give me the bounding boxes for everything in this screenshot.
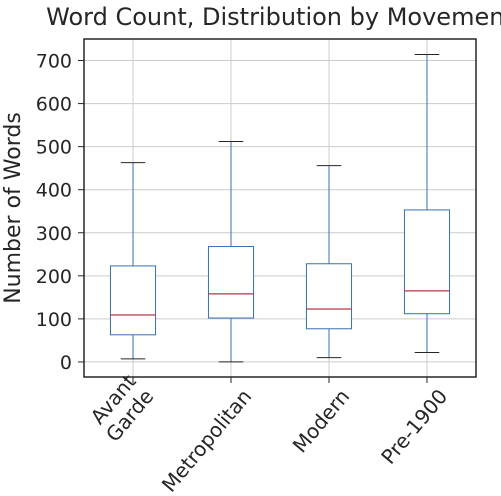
x-tick-label-group: Metropolitan xyxy=(157,384,257,496)
y-tick-label: 300 xyxy=(36,223,72,245)
box-group xyxy=(109,162,157,360)
y-tick-label: 500 xyxy=(36,137,72,159)
box-group xyxy=(403,54,451,353)
x-tick-label: Metropolitan xyxy=(157,384,257,496)
iqr-box xyxy=(305,263,353,330)
y-tick-label: 700 xyxy=(36,51,72,73)
box-group xyxy=(207,140,255,363)
plot-frame xyxy=(83,38,477,378)
box-group xyxy=(305,165,353,359)
y-tick-label: 100 xyxy=(36,309,72,331)
boxes-layer xyxy=(109,54,451,363)
x-tick-label-group: Pre-1900 xyxy=(376,384,452,468)
chart-title: Word Count, Distribution by Movement xyxy=(46,3,501,31)
y-tick-label: 600 xyxy=(36,94,72,116)
x-tick-label: Modern xyxy=(288,384,355,457)
y-axis-label: Number of Words xyxy=(1,112,26,304)
y-ticks: 0 100 200 300 400 500 600 700 xyxy=(36,51,84,374)
x-tick-label-group: Modern xyxy=(288,384,355,457)
y-tick-label: 0 xyxy=(60,352,72,374)
iqr-box xyxy=(109,265,157,336)
y-tick-label: 200 xyxy=(36,266,72,288)
x-tick-label: Pre-1900 xyxy=(376,384,452,468)
y-tick-label: 400 xyxy=(36,180,72,202)
iqr-box xyxy=(403,209,451,315)
iqr-box xyxy=(207,246,255,319)
